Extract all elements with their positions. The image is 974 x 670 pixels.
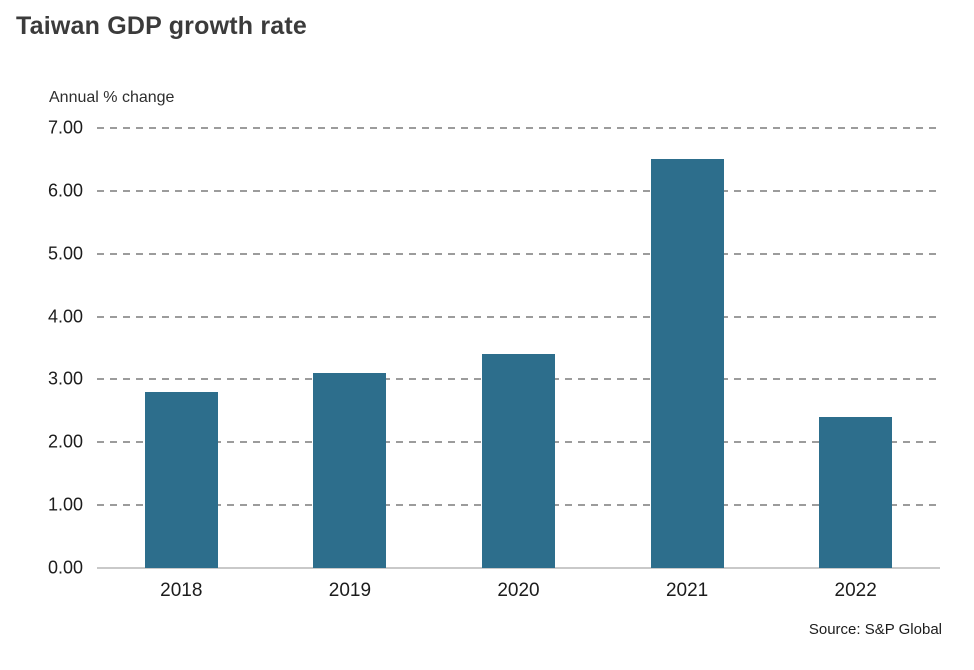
bar-2020: [482, 354, 555, 568]
x-tick-label-2021: 2021: [665, 580, 709, 601]
bar-2021: [650, 159, 724, 568]
y-tick-label-6.00: 6.00: [47, 180, 83, 201]
gridline-4.00: [97, 315, 940, 318]
bar-2019: [313, 373, 387, 568]
y-axis-unit-label: Annual % change: [49, 89, 175, 106]
x-tick-label-2019: 2019: [328, 580, 372, 601]
bar-2018: [144, 392, 218, 568]
x-tick-label-2020: 2020: [497, 580, 540, 601]
gridline-7.00: [97, 127, 940, 129]
y-tick-label-1.00: 1.00: [47, 494, 83, 515]
y-tick-label-5.00: 5.00: [47, 243, 83, 264]
y-tick-label-0.00: 0.00: [47, 557, 83, 578]
x-axis-baseline: [97, 567, 940, 569]
x-tick-label-2022: 2022: [834, 580, 877, 601]
y-tick-label-4.00: 4.00: [47, 306, 83, 327]
y-tick-label-3.00: 3.00: [47, 368, 83, 389]
y-tick-label-7.00: 7.00: [47, 117, 83, 138]
x-axis-labels: 2018 2019 2020 2021 2022: [97, 580, 940, 606]
plot-area: 0.00 1.00 2.00 3.00 4.00 5.00 6.00 7.00: [48, 118, 940, 578]
chart-title: Taiwan GDP growth rate: [16, 12, 308, 40]
gridline-5.00: [97, 252, 940, 255]
y-tick-label-2.00: 2.00: [47, 431, 83, 452]
source-label: Source: S&P Global: [808, 621, 942, 638]
gridline-6.00: [97, 189, 940, 192]
bar-2022: [819, 417, 893, 568]
x-tick-label-2018: 2018: [160, 580, 203, 601]
